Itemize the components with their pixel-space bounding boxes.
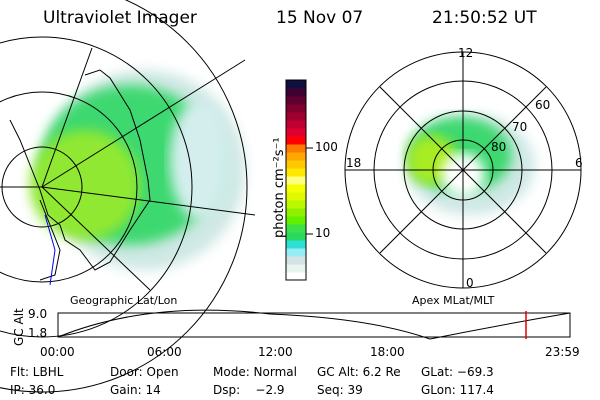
colorbar-segment [286, 96, 306, 105]
colorbar-segment [286, 168, 306, 177]
colorbar-segment [286, 208, 306, 217]
lat-label-60: 60 [535, 98, 551, 112]
colorbar-segment [286, 216, 306, 225]
left-caption: Geographic Lat/Lon [70, 294, 178, 307]
colorbar-segment [286, 136, 306, 145]
mlt-label-0: 0 [466, 276, 474, 290]
gc-alt-status: GC Alt: 6.2 Re [317, 365, 401, 379]
xtick-2: 12:00 [258, 345, 293, 359]
colorbar-segment [286, 160, 306, 169]
colorbar-segment [286, 128, 306, 137]
colorbar-segment [286, 224, 306, 233]
xtick-3: 18:00 [370, 345, 405, 359]
colorbar-segment [286, 184, 306, 193]
colorbar-segment [286, 112, 306, 121]
right-caption: Apex MLat/MLT [412, 294, 495, 307]
xtick-4: 23:59 [545, 345, 580, 359]
xtick-0: 00:00 [40, 345, 75, 359]
colorbar-segment [286, 256, 306, 265]
xtick-1: 06:00 [147, 345, 182, 359]
glat-status: GLat: −69.3 [421, 365, 494, 379]
colorbar-segment [286, 200, 306, 209]
colorbar [286, 80, 306, 281]
colorbar-tick-100: 100 [315, 140, 338, 154]
ytick-1-8: 1.8 [28, 326, 48, 340]
lat-label-80: 80 [491, 140, 507, 154]
gain-status: Gain: 14 [110, 383, 161, 397]
date: 15 Nov 07 [276, 8, 364, 28]
seq-status: Seq: 39 [317, 383, 363, 397]
polar-plot [344, 51, 582, 289]
ytick-9: 9.0 [28, 307, 48, 321]
glon-status: GLon: 117.4 [421, 383, 494, 397]
colorbar-segment [286, 88, 306, 97]
colorbar-segment [286, 264, 306, 273]
colorbar-segment [286, 232, 306, 241]
mlt-label-6: 6 [575, 156, 583, 170]
mode-status: Mode: Normal [213, 365, 297, 379]
colorbar-segment [286, 144, 306, 153]
colorbar-segment [286, 248, 306, 257]
time: 21:50:52 UT [432, 8, 537, 28]
dsp-status: Dsp: −2.9 [213, 383, 285, 397]
colorbar-segment [286, 176, 306, 185]
orbit-altitude-plot [57, 309, 571, 340]
colorbar-segment [286, 80, 306, 89]
colorbar-segment [286, 120, 306, 129]
colorbar-tick-10: 10 [315, 226, 331, 240]
colorbar-label: photon cm⁻²s⁻¹ [272, 137, 287, 238]
ip-status: IP: 36.0 [10, 383, 56, 397]
geographic-map [0, 0, 256, 393]
colorbar-segment [286, 192, 306, 201]
colorbar-segment [286, 152, 306, 161]
filter-status: Flt: LBHL [10, 365, 64, 379]
orbit-ylabel: GC Alt [12, 308, 26, 346]
colorbar-segment [286, 272, 306, 281]
colorbar-segment [286, 240, 306, 249]
colorbar-segment [286, 104, 306, 113]
mlt-label-18: 18 [346, 156, 362, 170]
lat-label-70: 70 [512, 120, 528, 134]
door-status: Door: Open [110, 365, 179, 379]
mlt-label-12: 12 [458, 46, 474, 60]
instrument-title: Ultraviolet Imager [43, 8, 197, 28]
